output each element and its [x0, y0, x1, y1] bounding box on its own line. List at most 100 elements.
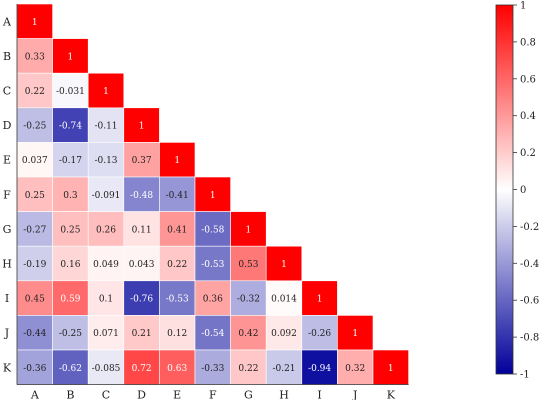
col-label-h: H: [279, 389, 289, 400]
heatmap-cell-e-d: [123, 142, 160, 178]
col-label-d: D: [137, 389, 146, 400]
cell-value-label: 0.59: [60, 295, 80, 305]
cell-value-label: -0.13: [94, 156, 117, 166]
cell-value-label: -0.94: [308, 364, 331, 374]
cell-value-label: -0.091: [92, 191, 121, 201]
cell-value-label: 0.11: [132, 225, 152, 235]
cell-value-label: -0.085: [92, 364, 121, 374]
cell-value-label: -0.76: [130, 295, 153, 305]
cell-value-label: -0.48: [130, 191, 153, 201]
row-label-j: J: [4, 327, 9, 340]
col-label-f: F: [209, 389, 217, 400]
cell-value-label: -0.44: [23, 329, 46, 339]
cell-value-label: -0.19: [23, 260, 46, 270]
heatmap-cell-g-a: [16, 211, 53, 247]
colorbar-tick-label: 0: [520, 185, 526, 196]
heatmap-cell-h-c: [87, 245, 125, 282]
heatmap-cell-k-k: [372, 349, 409, 385]
heatmap-cell-a-a: [16, 3, 53, 39]
row-label-b: B: [3, 50, 11, 63]
cell-value-label: 0.36: [203, 295, 223, 305]
row-label-f: F: [3, 188, 11, 201]
col-label-j: J: [352, 389, 357, 400]
cell-value-label: 0.22: [238, 364, 258, 374]
heatmap-cell-h-a: [16, 245, 53, 282]
heatmap-cell-g-g: [230, 211, 267, 247]
col-label-g: G: [244, 389, 253, 400]
row-label-g: G: [3, 223, 12, 236]
cell-value-label: 1: [352, 329, 358, 339]
colorbar-tick-label: -1: [520, 370, 530, 381]
cell-value-label: 0.014: [271, 295, 297, 305]
cell-value-label: 0.1: [99, 295, 113, 305]
cell-value-label: 1: [32, 18, 38, 28]
cell-value-label: -0.62: [59, 364, 82, 374]
heatmap-cell-j-j: [337, 315, 374, 351]
heatmap-cell-i-a: [16, 280, 53, 316]
cell-value-label: 1: [68, 52, 74, 62]
heatmap-cell-d-b: [52, 107, 89, 143]
cell-value-label: 0.16: [60, 260, 80, 270]
heatmap-cell-k-d: [123, 349, 160, 385]
cell-value-label: 0.21: [132, 329, 152, 339]
cell-value-label: -0.26: [308, 329, 331, 339]
heatmap-cell-i-i: [301, 280, 338, 316]
heatmap-cell-k-i: [301, 349, 338, 385]
heatmap-cell-j-c: [87, 315, 125, 351]
colorbar-tick-label: 0.2: [520, 148, 536, 159]
row-label-c: C: [3, 85, 11, 98]
row-label-e: E: [3, 154, 11, 167]
cell-value-label: -0.21: [272, 364, 295, 374]
cell-value-label: 1: [103, 87, 109, 97]
colorbar-tick-label: 0.4: [520, 111, 536, 122]
cell-value-label: 0.043: [129, 260, 155, 270]
cell-value-label: 0.33: [25, 52, 45, 62]
colorbar-tick-label: 0.8: [520, 37, 536, 48]
cell-value-label: -0.41: [166, 191, 189, 201]
heatmap-cell-d-d: [123, 107, 160, 143]
cell-value-label: -0.53: [201, 260, 224, 270]
cell-value-label: -0.17: [59, 156, 82, 166]
row-label-a: A: [2, 15, 12, 28]
heatmap-cell-j-h: [265, 315, 303, 351]
col-label-i: I: [317, 389, 321, 400]
heatmap-cell-i-g: [230, 280, 267, 316]
heatmap-cell-i-f: [194, 280, 231, 316]
cell-value-label: 1: [281, 260, 287, 270]
heatmap-cell-e-b: [52, 142, 89, 178]
cell-value-label: -0.27: [23, 225, 46, 235]
heatmap-cell-i-c: [87, 280, 125, 316]
colorbar-tick-label: -0.8: [520, 333, 539, 344]
cell-value-label: 0.071: [93, 329, 119, 339]
heatmap-cell-k-f: [194, 349, 231, 385]
cell-value-label: -0.53: [166, 295, 189, 305]
colorbar-tick-label: 1: [520, 1, 526, 12]
row-label-i: I: [5, 292, 9, 305]
cell-value-label: 0.72: [132, 364, 152, 374]
cell-value-label: 0.25: [25, 191, 45, 201]
colorbar-tick-label: 0.6: [520, 74, 536, 85]
cell-value-label: 0.3: [63, 191, 78, 201]
cell-value-label: 0.37: [132, 156, 152, 166]
cell-value-label: 0.25: [60, 225, 80, 235]
heatmap-cell-j-e: [159, 315, 196, 351]
cell-value-label: 0.26: [96, 225, 116, 235]
colorbar-tick-label: -0.4: [520, 259, 539, 270]
cell-value-label: -0.54: [201, 329, 224, 339]
cell-value-label: 0.63: [167, 364, 187, 374]
heatmap-cell-b-b: [52, 38, 89, 74]
heatmap-cell-c-c: [87, 72, 125, 109]
cell-value-label: -0.36: [23, 364, 46, 374]
cell-value-label: -0.11: [94, 122, 117, 132]
heatmap-cell-j-b: [52, 315, 89, 351]
cell-value-label: -0.031: [56, 87, 85, 97]
heatmap-cell-g-d: [123, 211, 160, 247]
heatmap-cell-j-d: [123, 315, 160, 351]
heatmap-cell-j-a: [16, 315, 53, 351]
heatmap-cell-f-d: [123, 176, 160, 212]
heatmap-cell-g-b: [52, 211, 89, 247]
cell-value-label: 0.12: [167, 329, 187, 339]
heatmap-cell-b-a: [16, 38, 53, 74]
heatmap-cell-j-i: [301, 315, 338, 351]
